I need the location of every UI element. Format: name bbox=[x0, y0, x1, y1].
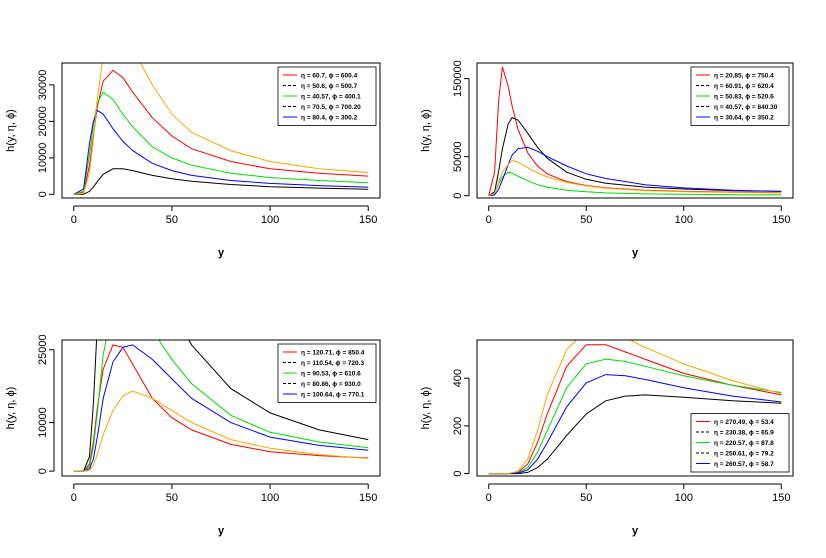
y-axis-label: h(y, η, ϕ) bbox=[5, 387, 17, 430]
y-tick-label: 30000 bbox=[37, 70, 49, 101]
y-tick-label: 0 bbox=[37, 468, 49, 474]
panel: 0 50 100 150 y 0 10000 25000 h(y, η, ϕ) η = 120.7… bbox=[5, 334, 381, 537]
series-line bbox=[73, 340, 369, 472]
x-axis-label: y bbox=[632, 247, 639, 259]
y-tick-label: 20000 bbox=[37, 106, 49, 137]
x-tick-label: 150 bbox=[359, 492, 377, 504]
x-axis-label: y bbox=[218, 525, 225, 537]
legend-label: η = 60.7, ϕ = 600.4 bbox=[301, 72, 358, 79]
series-line bbox=[73, 69, 369, 195]
x-axis-label: y bbox=[632, 525, 639, 537]
legend-label: η = 100.64, ϕ = 770.1 bbox=[301, 391, 365, 398]
y-axis-label: h(y, η, ϕ) bbox=[5, 109, 17, 152]
legend-label: η = 70.5, ϕ = 700.20 bbox=[301, 104, 361, 111]
panel: 0 50 100 150 y 0 200 400 h(y, η, ϕ) η = 270.49, ϕ… bbox=[420, 339, 794, 537]
legend-label: η = 270.49, ϕ = 53.4 bbox=[714, 419, 774, 426]
series-line bbox=[73, 109, 369, 195]
y-tick-label: 50000 bbox=[452, 141, 464, 172]
y-tick-label: 25000 bbox=[37, 334, 49, 365]
x-tick-label: 0 bbox=[486, 492, 492, 504]
series-line bbox=[73, 168, 369, 195]
x-tick-label: 150 bbox=[772, 492, 790, 504]
x-tick-label: 0 bbox=[486, 214, 492, 226]
x-tick-label: 0 bbox=[71, 214, 77, 226]
legend: η = 120.71, ϕ = 850.4 η = 110.54, ϕ = 720… bbox=[277, 343, 377, 403]
legend-label: η = 120.71, ϕ = 850.4 bbox=[301, 349, 365, 356]
series-line bbox=[488, 146, 782, 197]
legend-label: η = 30.64, ϕ = 350.2 bbox=[714, 114, 774, 121]
y-axis-label: h(y, η, ϕ) bbox=[420, 387, 432, 430]
panel: 0 50 100 150 y 0 10000 20000 30000 h(y, η, ϕ) η = … bbox=[5, 62, 381, 259]
y-tick-label: 400 bbox=[452, 369, 464, 387]
y-tick-label: 150000 bbox=[452, 60, 464, 97]
x-tick-label: 150 bbox=[359, 214, 377, 226]
legend-label: η = 250.61, ϕ = 79.2 bbox=[714, 450, 774, 457]
legend-label: η = 260.57, ϕ = 58.7 bbox=[714, 461, 774, 468]
series-line bbox=[488, 394, 782, 475]
series-line bbox=[73, 390, 369, 472]
legend-label: η = 50.6, ϕ = 500.7 bbox=[301, 83, 358, 90]
legend-label: η = 80.4, ϕ = 300.2 bbox=[301, 114, 358, 121]
x-tick-label: 100 bbox=[675, 492, 693, 504]
x-tick-label: 50 bbox=[166, 492, 178, 504]
legend: η = 270.49, ϕ = 53.4 η = 230.38, ϕ = 65.9… bbox=[690, 413, 790, 473]
series-line bbox=[488, 344, 782, 475]
legend: η = 20.85, ϕ = 750.4 η = 60.91, ϕ = 620.4… bbox=[690, 66, 790, 126]
x-tick-label: 50 bbox=[166, 214, 178, 226]
x-axis-label: y bbox=[218, 247, 225, 259]
series-line bbox=[73, 344, 369, 472]
x-tick-label: 100 bbox=[261, 214, 279, 226]
plot-box bbox=[61, 339, 381, 477]
legend-label: η = 230.38, ϕ = 65.9 bbox=[714, 429, 774, 436]
legend: η = 60.7, ϕ = 600.4 η = 50.6, ϕ = 500.7 η … bbox=[277, 66, 377, 126]
legend-label: η = 40.57, ϕ = 400.1 bbox=[301, 93, 361, 100]
panel: 0 50 100 150 y 0 50000 150000 h(y, η, ϕ) η = 20.8… bbox=[420, 60, 794, 259]
plot-box bbox=[476, 339, 794, 477]
series-line bbox=[488, 358, 782, 475]
x-tick-label: 0 bbox=[71, 492, 77, 504]
legend-label: η = 20.85, ϕ = 750.4 bbox=[714, 72, 774, 79]
series-line bbox=[488, 159, 782, 197]
series-line bbox=[73, 340, 369, 472]
legend-label: η = 220.57, ϕ = 87.8 bbox=[714, 440, 774, 447]
y-tick-label: 0 bbox=[37, 191, 49, 197]
plot-box bbox=[476, 62, 794, 199]
series-line bbox=[73, 344, 369, 472]
y-tick-label: 200 bbox=[452, 417, 464, 435]
legend-label: η = 50.83, ϕ = 520.6 bbox=[714, 93, 774, 100]
y-tick-label: 10000 bbox=[37, 407, 49, 438]
series-line bbox=[488, 374, 782, 475]
legend-label: η = 80.86, ϕ = 930.0 bbox=[301, 381, 361, 388]
x-tick-label: 100 bbox=[261, 492, 279, 504]
legend-label: η = 90.53, ϕ = 610.6 bbox=[301, 370, 361, 377]
legend-label: η = 60.91, ϕ = 620.4 bbox=[714, 83, 774, 90]
series-line bbox=[488, 171, 782, 197]
series-line bbox=[73, 63, 369, 195]
plot-box bbox=[61, 62, 381, 199]
series-line bbox=[488, 340, 782, 475]
legend-label: η = 40.57, ϕ = 840.30 bbox=[714, 104, 778, 111]
x-tick-label: 100 bbox=[675, 214, 693, 226]
x-tick-label: 150 bbox=[772, 214, 790, 226]
series-line bbox=[488, 116, 782, 197]
legend-label: η = 110.54, ϕ = 720.3 bbox=[301, 360, 364, 367]
x-tick-label: 50 bbox=[580, 214, 592, 226]
y-tick-label: 0 bbox=[452, 471, 464, 477]
y-axis-label: h(y, η, ϕ) bbox=[420, 109, 432, 152]
y-tick-label: 0 bbox=[452, 193, 464, 199]
series-line bbox=[73, 91, 369, 195]
y-tick-label: 10000 bbox=[37, 143, 49, 174]
x-tick-label: 50 bbox=[580, 492, 592, 504]
